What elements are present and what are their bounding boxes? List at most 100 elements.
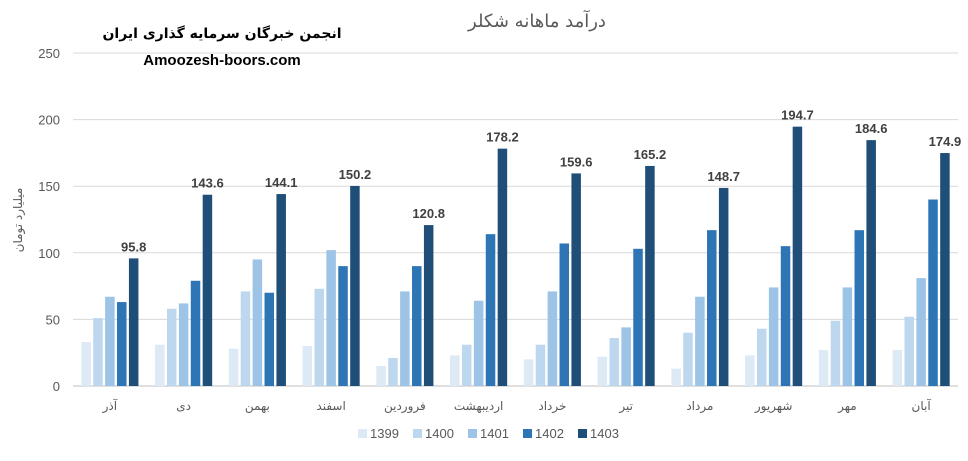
bar (117, 302, 127, 386)
bar (916, 278, 926, 386)
bar (228, 348, 239, 386)
bar (128, 258, 139, 386)
bar (671, 368, 681, 386)
bar (547, 291, 558, 386)
bar (388, 358, 398, 386)
bar (302, 346, 313, 386)
bar (745, 355, 755, 386)
bar (523, 359, 534, 386)
bar (842, 287, 853, 386)
x-tick-label: خرداد (538, 399, 566, 414)
legend-entry: 1402 (535, 426, 564, 441)
bar (155, 344, 165, 386)
bar (252, 259, 263, 386)
bar (314, 288, 324, 386)
x-tick-label: بهمن (245, 399, 270, 414)
legend-swatch (578, 429, 587, 438)
bar (190, 280, 201, 386)
x-tick-label: آذر (102, 398, 118, 414)
bar (202, 194, 213, 386)
bar (609, 338, 619, 386)
bar (780, 246, 791, 386)
x-tick-label: دی (176, 399, 191, 413)
bar (350, 185, 360, 386)
data-labels: 95.8 143.6 144.1 150.2 120.8 178.2 159.6 165.2 1… (121, 108, 961, 255)
bar (276, 194, 286, 386)
bars (81, 126, 950, 386)
bar (450, 355, 460, 386)
x-tick-label: آبان (912, 398, 932, 413)
y-tick-label: 250 (38, 46, 60, 61)
legend-entry: 1403 (590, 426, 619, 441)
x-tick-label: مرداد (686, 399, 713, 414)
x-tick-labels: آذر دی بهمن اسفند فروردین اردیبهشت خرداد تیر مرد… (102, 398, 932, 414)
bar (645, 165, 655, 386)
data-label: 144.1 (265, 175, 298, 190)
x-tick-label: اسفند (316, 399, 345, 413)
x-tick-label: شهریور (754, 399, 793, 414)
bar (597, 356, 608, 386)
bar (756, 328, 767, 386)
legend-entry: 1401 (480, 426, 509, 441)
bar (376, 366, 386, 386)
legend-swatch (358, 429, 367, 438)
y-tick-label: 150 (38, 179, 60, 194)
bar (633, 248, 643, 386)
bar (485, 234, 496, 386)
bar (400, 291, 410, 386)
data-label: 165.2 (634, 147, 667, 162)
bar (412, 266, 422, 386)
legend-entry: 1399 (370, 426, 399, 441)
bar (792, 126, 803, 386)
legend: 1399 1400 1401 1402 1403 (358, 426, 619, 441)
bar (461, 344, 472, 386)
y-tick-label: 0 (53, 379, 60, 394)
legend-swatch (413, 429, 422, 438)
bar (166, 308, 177, 386)
bar (338, 266, 348, 386)
gridlines (73, 52, 958, 387)
bar (264, 292, 275, 386)
bar (683, 332, 693, 386)
data-label: 174.9 (929, 134, 962, 149)
bar (423, 225, 434, 386)
bar (559, 243, 570, 386)
bar (240, 291, 251, 386)
data-label: 148.7 (707, 169, 740, 184)
y-tick-label: 100 (38, 246, 60, 261)
data-label: 178.2 (486, 130, 519, 145)
bar (904, 316, 914, 386)
bar (81, 342, 91, 386)
bar (105, 296, 115, 386)
bar (830, 320, 841, 386)
x-tick-label: مهر (837, 399, 857, 414)
bar (326, 250, 336, 386)
bar (928, 199, 938, 386)
chart-title: درآمد ماهانه شکلر (467, 9, 606, 32)
data-label: 184.6 (855, 121, 888, 136)
legend-entry: 1400 (425, 426, 454, 441)
bar (940, 153, 950, 386)
x-tick-label: اردیبهشت (454, 399, 503, 414)
data-label: 143.6 (191, 176, 224, 191)
x-tick-label: فروردین (384, 399, 426, 414)
bar (571, 173, 581, 386)
y-axis-label: میلیارد تومان (11, 188, 26, 253)
bar (818, 350, 829, 386)
bar (535, 344, 546, 386)
bar (892, 350, 903, 386)
bar (473, 300, 484, 386)
bar (93, 318, 103, 386)
bar (718, 187, 729, 386)
legend-swatch (468, 429, 477, 438)
legend-swatch (523, 429, 532, 438)
data-label: 95.8 (121, 239, 146, 254)
bar (768, 287, 779, 386)
data-label: 159.6 (560, 154, 593, 169)
y-tick-label: 50 (46, 312, 60, 327)
bar (621, 327, 631, 386)
bar (866, 140, 876, 386)
data-label: 120.8 (412, 206, 445, 221)
data-label: 194.7 (781, 108, 814, 123)
